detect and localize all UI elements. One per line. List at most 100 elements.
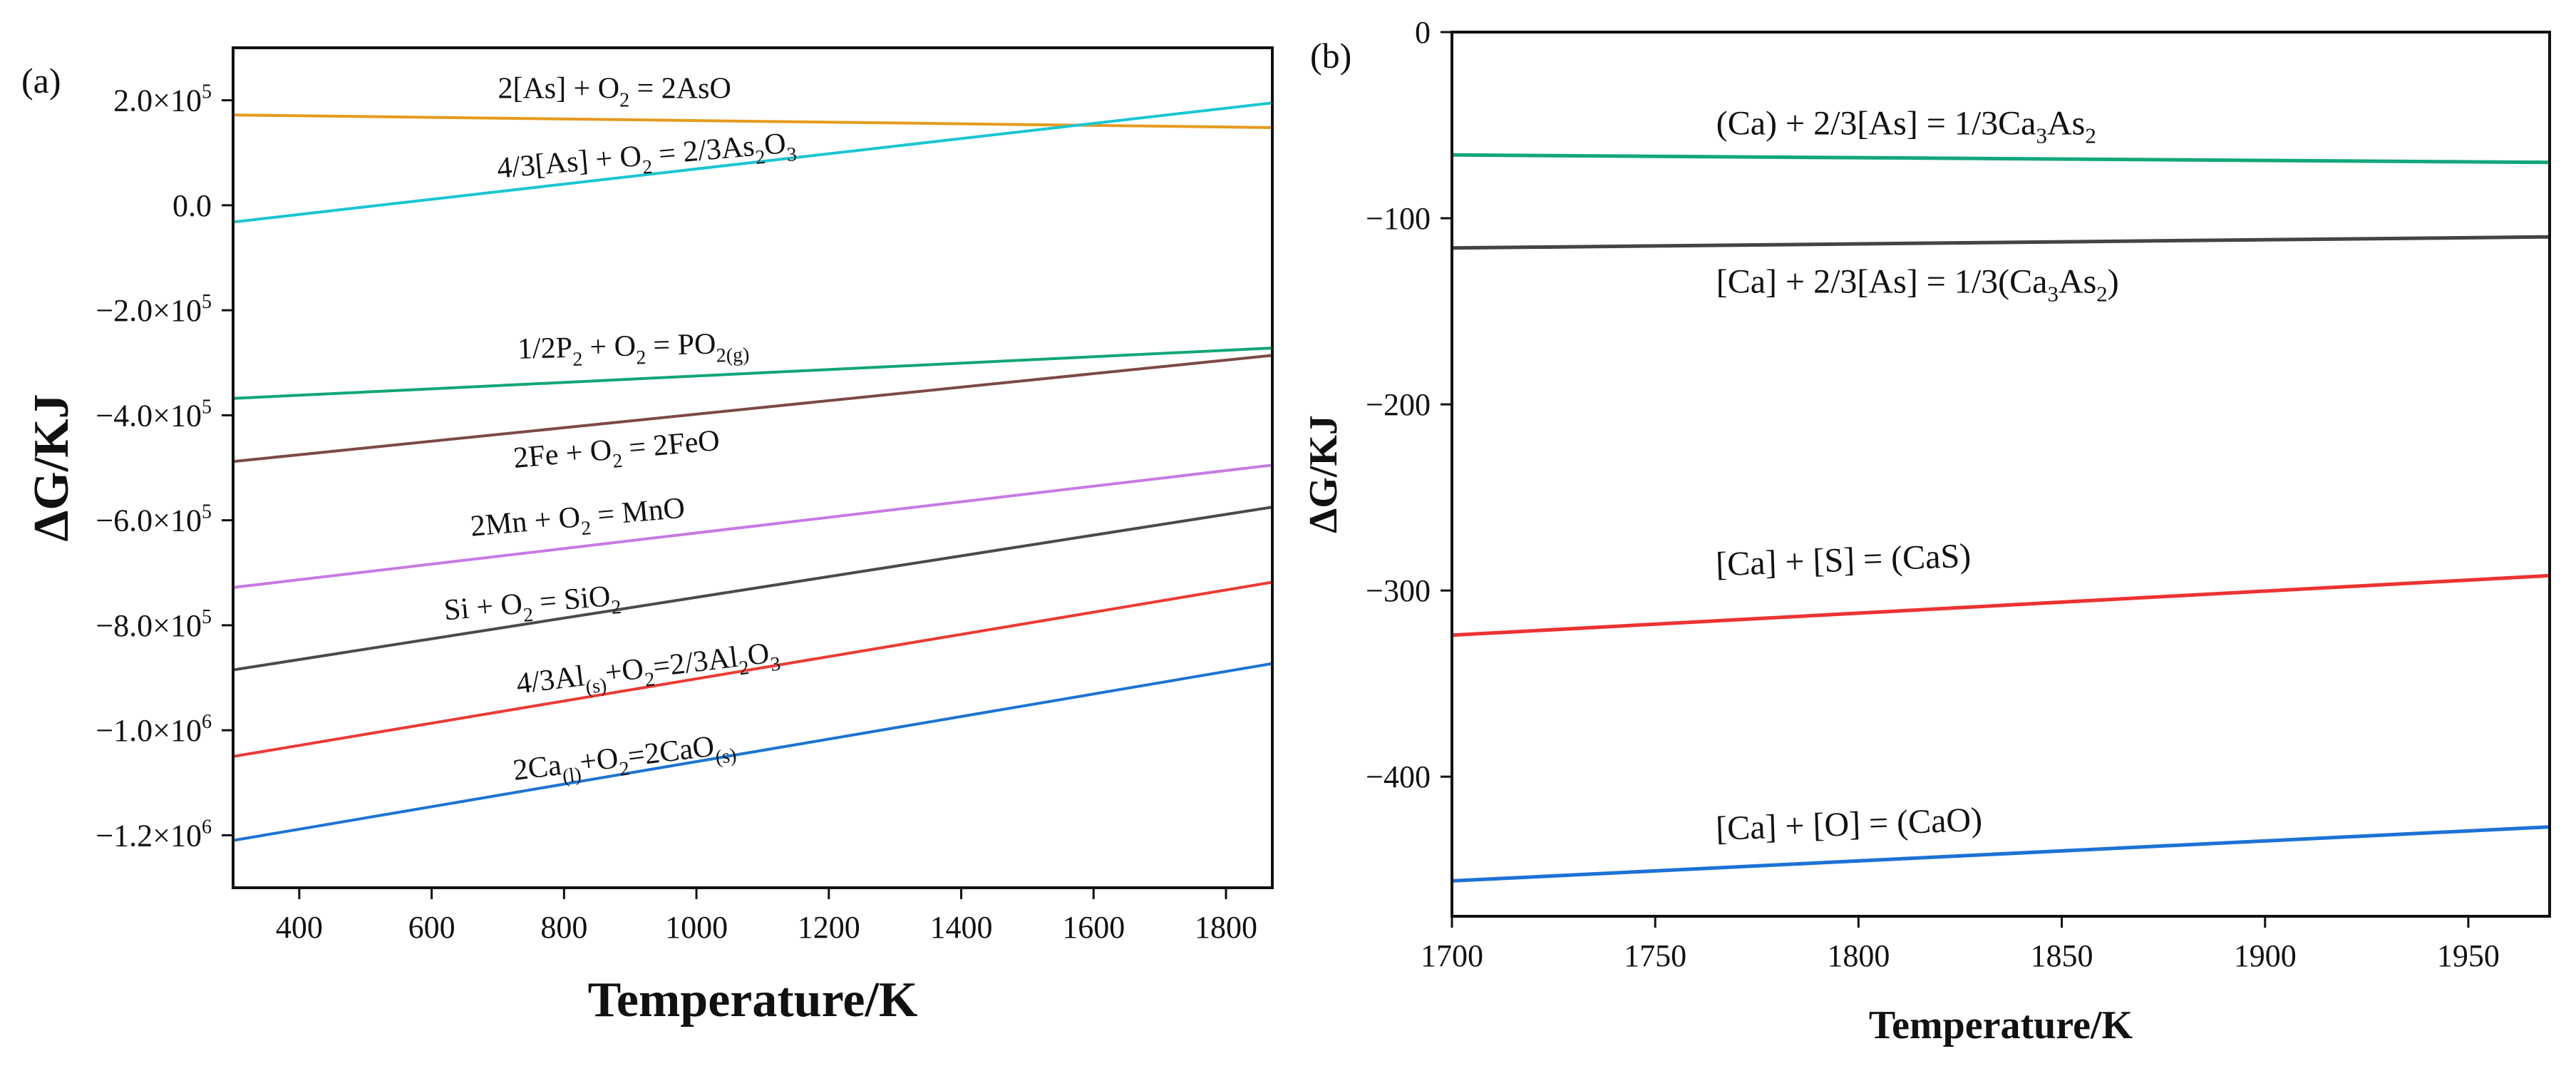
panel-a-xtick-label: 1800 <box>1195 910 1257 945</box>
panel-a-ytick-exponent: 6 <box>202 711 212 733</box>
panel-a-x-axis-title: Temperature/K <box>588 973 918 1028</box>
panel-b-ytick-mantissa: −100 <box>1366 201 1431 236</box>
panel-b-label-part: As <box>2059 262 2096 300</box>
panel-b-ytick-label: 0 <box>1415 15 1431 50</box>
panel-a-series-line-2 <box>233 347 1272 400</box>
panel-a-series-line-5 <box>233 506 1272 672</box>
panel-b-chart: (b) 1700 1750 1800 1850 1900 1950 0 −100 −200 −300… <box>1302 15 2551 1047</box>
panel-a-ytick-exponent: 6 <box>202 816 212 838</box>
panel-b-xtick-label: 1850 <box>2031 938 2093 973</box>
panel-b-label: (b) <box>1310 36 1351 76</box>
panel-b-ytick-label: −400 <box>1366 759 1431 794</box>
panel-b-ytick-label: −200 <box>1366 387 1431 422</box>
panel-a-ytick-mantissa: −4.0×10 <box>96 398 202 433</box>
panel-b-series-line-3 <box>1452 825 2550 883</box>
panel-a-ytick-label: −8.0×105 <box>96 606 212 643</box>
panel-a-ytick-label: −1.0×106 <box>96 711 212 748</box>
panel-a-xtick-label: 1200 <box>798 910 860 945</box>
panel-a-xtick-label: 400 <box>276 910 323 945</box>
panel-a-series-line-4 <box>233 463 1272 589</box>
panel-a-series-line-0 <box>233 113 1272 129</box>
panel-a-series-label-5: Si + O2 = SiO2 <box>443 579 622 633</box>
panel-a-label-part: + O <box>582 330 636 364</box>
panel-a-label-part: 2(g) <box>716 344 749 367</box>
panel-b-label-part: 3 <box>2036 123 2047 148</box>
panel-b-xtick-label: 1700 <box>1421 938 1483 973</box>
panel-b-ytick-mantissa: −300 <box>1366 573 1431 608</box>
panel-a-label-part: 2[As] + O <box>498 73 619 106</box>
panel-a-label-part: 2 <box>754 146 766 169</box>
panel-a-ytick-label: −6.0×105 <box>96 501 212 538</box>
panel-a-label: (a) <box>21 61 61 101</box>
panel-b-x-axis-title: Temperature/K <box>1869 1003 2133 1047</box>
panel-a-ytick-mantissa: −8.0×10 <box>96 608 202 643</box>
panel-a-label-part: =2/3Al <box>651 641 740 684</box>
panel-a-ytick-exponent: 5 <box>202 606 212 628</box>
panel-a-label-part: 3 <box>769 652 782 675</box>
panel-a-xtick-label: 800 <box>540 910 587 945</box>
panel-a-xtick-label: 600 <box>408 910 455 945</box>
panel-a-series-label-2: 1/2P2 + O2 = PO2(g) <box>517 327 749 371</box>
panel-b-xtick-label: 1900 <box>2234 938 2297 973</box>
panel-b-label-part: [Ca] + [O] = (CaO) <box>1715 801 1983 848</box>
panel-a-chart: (a)400 600 800 1000 1200 1400 1600 18002.0×1050… <box>21 46 1274 1028</box>
panel-b-label-part: [Ca] + 2/3[As] = 1/3(Ca <box>1716 262 2048 300</box>
panel-a-series-label-6: 4/3Al(s)+O2=2/3Al2O3 <box>515 636 782 707</box>
panel-a-label-part: = MnO <box>589 492 686 533</box>
panel-a-label-part: O <box>746 637 771 672</box>
panel-a-xtick-label: 1600 <box>1062 910 1125 945</box>
panel-a-label-part: 2Mn + O <box>469 501 582 543</box>
panel-a-ytick-mantissa: −2.0×10 <box>96 293 202 328</box>
panel-b-series-label-0: (Ca) + 2/3[As] = 1/3Ca3As2 <box>1716 105 2096 148</box>
panel-b-label-part: 2 <box>2085 123 2096 148</box>
panel-a-series-line-7 <box>233 662 1272 842</box>
panel-a-ytick-exponent: 5 <box>202 396 212 418</box>
panel-a-label-part: 2 <box>610 596 622 619</box>
panel-b-series-line-1 <box>1452 235 2550 250</box>
panel-a-ytick-label: −4.0×105 <box>96 396 212 433</box>
panel-a-label-part: (s) <box>714 744 738 769</box>
panel-b-series-label-2: [Ca] + [S] = (CaS) <box>1715 537 1972 583</box>
panel-a-label-part: 2Fe + O <box>512 434 614 475</box>
panel-b-xtick-label: 1950 <box>2437 938 2500 973</box>
panel-b-ytick-mantissa: −200 <box>1366 387 1431 422</box>
panel-a-series-label-3: 2Fe + O2 = 2FeO <box>512 424 722 481</box>
panel-a-y-axis-title: ΔG/KJ <box>24 394 79 541</box>
panel-a-ytick-label: −1.2×106 <box>96 816 212 853</box>
panel-b-series-line-0 <box>1452 153 2550 165</box>
panel-b-plot-frame <box>1451 31 2551 918</box>
panel-b-xtick-label: 1800 <box>1827 938 1890 973</box>
panel-a-label-part: 2 <box>619 90 629 112</box>
panel-a-label-part: 2 <box>642 156 654 179</box>
panel-a-ytick-label: 2.0×105 <box>113 81 212 118</box>
panel-a-ytick-mantissa: −1.0×10 <box>96 713 202 748</box>
panel-a-label-part: 2 <box>644 668 656 691</box>
panel-a-series-line-6 <box>233 580 1272 758</box>
panel-b-series-label-3: [Ca] + [O] = (CaO) <box>1715 801 1983 848</box>
panel-b-series-label-1: [Ca] + 2/3[As] = 1/3(Ca3As2) <box>1716 262 2119 306</box>
panel-b-y-axis-title: ΔG/KJ <box>1302 415 1346 533</box>
panel-a-label-part: 2 <box>738 657 751 680</box>
panel-a-label-part: O <box>763 127 787 161</box>
panel-a-label-part: =2CaO <box>626 730 716 773</box>
panel-a-label-part: = PO <box>645 328 716 363</box>
panel-a-ytick-label: 0.0 <box>172 188 212 223</box>
panel-a-xtick-label: 1000 <box>665 910 728 945</box>
panel-a-ytick-mantissa: 0.0 <box>172 188 212 223</box>
panel-a-series-label-7: 2Ca(l)+O2=2CaO(s) <box>511 727 738 794</box>
panel-a-series-label-1: 4/3[As] + O2 = 2/3As2O3 <box>495 126 798 191</box>
panel-a-label-part: 2 <box>612 450 624 473</box>
panel-a-label-part: 2Ca <box>511 749 563 787</box>
panel-a-label-part: = 2AsO <box>629 73 731 106</box>
panel-a-series-label-0: 2[As] + O2 = 2AsO <box>498 73 731 112</box>
panel-a-label-part: 3 <box>786 143 798 166</box>
panel-a-ytick-label: −2.0×105 <box>96 291 212 328</box>
panel-a-label-part: = 2FeO <box>620 424 721 466</box>
panel-a-label-part: (l) <box>561 764 582 788</box>
panel-b-label-part: ) <box>2108 262 2119 300</box>
panel-a-label-part: 4/3Al <box>515 660 587 700</box>
panel-a-ytick-mantissa: −1.2×10 <box>96 818 202 853</box>
panel-a-label-part: 2 <box>618 757 631 780</box>
panel-a-label-part: 1/2P <box>517 332 572 366</box>
